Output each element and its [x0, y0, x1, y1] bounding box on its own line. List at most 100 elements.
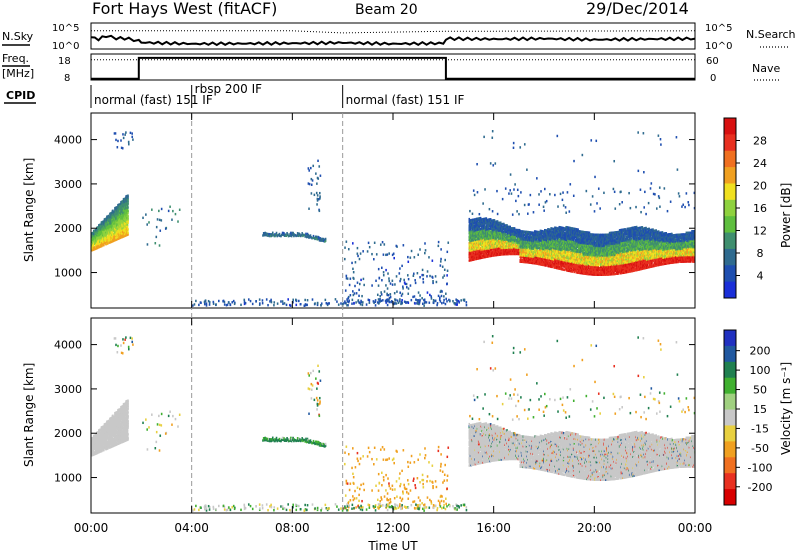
power-cell-704	[119, 235, 121, 238]
power-cell-1235	[417, 253, 419, 256]
power-cell-3303	[523, 203, 526, 207]
power-cell-632	[117, 230, 119, 234]
power-cell-1467	[359, 301, 361, 305]
power-cell-1468	[243, 302, 246, 306]
power-cell-1181	[311, 179, 314, 182]
power-cell-1158	[315, 235, 318, 238]
power-cell-490	[112, 214, 114, 218]
power-cell-4349	[557, 232, 560, 235]
power-cell-432	[110, 217, 112, 220]
power-cell-2484	[493, 236, 495, 240]
power-cell-3131	[517, 194, 520, 198]
power-cell-2777	[503, 230, 505, 234]
power-cell-3004	[511, 231, 514, 235]
power-cell-1353	[443, 295, 445, 298]
power-cell-4804	[569, 226, 572, 230]
power-cell-3059	[514, 235, 517, 238]
power-cell-102	[96, 243, 99, 246]
power-cell-156	[99, 242, 101, 245]
power-cell-442	[110, 230, 113, 233]
power-cell-4059	[549, 243, 552, 246]
power-cell-901	[124, 225, 127, 229]
date-label: 29/Dec/2014	[586, 0, 689, 18]
power-cell-1615	[311, 298, 314, 301]
power-cell-2355	[488, 221, 491, 224]
power-cell-1070	[268, 233, 271, 236]
power-cell-1627	[386, 298, 389, 301]
power-cell-999	[127, 218, 129, 221]
power-cell-1417	[386, 292, 388, 296]
power-cell-1705	[470, 242, 472, 246]
power-cell-1014	[113, 132, 116, 135]
power-cell-403	[109, 236, 111, 239]
power-cell-1648	[468, 221, 471, 224]
power-cell-781	[121, 212, 123, 215]
power-cell-1690	[469, 228, 472, 232]
power-cell-4904	[572, 262, 575, 266]
power-cell-1342	[430, 295, 433, 298]
power-cell-4915	[572, 245, 575, 248]
power-cell-430	[110, 220, 112, 223]
power-cell-461	[111, 218, 113, 221]
power-cell-4207	[554, 239, 556, 242]
power-cell-1127	[299, 233, 301, 236]
power-cell-1505	[269, 300, 271, 303]
power-cell-2456	[492, 252, 495, 256]
power-cell-345	[106, 217, 109, 220]
power-cell-3518	[532, 249, 534, 252]
power-cell-3781	[540, 233, 543, 236]
power-cell-1178	[324, 237, 327, 241]
power-cell-998	[127, 219, 129, 223]
power-cell-1898	[475, 225, 478, 229]
power-cell-594	[115, 213, 118, 216]
power-cell-1368	[388, 252, 391, 255]
power-cell-234	[102, 242, 105, 245]
power-cell-1604	[244, 301, 247, 305]
power-cell-157	[99, 240, 101, 243]
power-cell-1623	[273, 304, 275, 307]
power-cell-1314	[413, 256, 416, 259]
power-cell-3715	[538, 251, 541, 255]
power-cell-1487	[316, 303, 319, 307]
power-cell-1626	[195, 299, 197, 303]
power-cell-357	[107, 223, 109, 226]
power-cell-1362	[356, 246, 359, 250]
power-cell-1255	[414, 281, 417, 285]
power-cell-921	[125, 222, 127, 225]
power-cell-1188	[310, 192, 313, 195]
power-cell-3400	[527, 242, 530, 245]
power-cell-3670	[537, 237, 539, 240]
power-cell-4630	[565, 211, 567, 214]
power-cell-4919	[572, 238, 575, 242]
power-cell-3748	[540, 260, 542, 263]
power-cell-1832	[473, 229, 476, 232]
power-cell-1288	[367, 241, 370, 245]
power-cell-1610	[326, 302, 329, 306]
power-cell-1472	[292, 298, 294, 301]
power-cell-3633	[535, 238, 538, 241]
power-cell-3228	[521, 238, 523, 241]
power-cell-279	[104, 223, 106, 226]
power-cell-2914	[508, 192, 510, 195]
power-cell-1317	[347, 296, 350, 300]
power-cell-4396	[559, 229, 561, 232]
power-cell-994	[127, 233, 129, 236]
power-cell-1225	[356, 281, 359, 284]
power-cell-1474	[379, 298, 381, 301]
power-cell-1320	[416, 272, 419, 275]
power-cell-275	[104, 229, 106, 233]
power-cell-1257	[409, 256, 412, 259]
power-cell-1326	[361, 294, 363, 298]
power-cell-2473	[492, 220, 495, 224]
power-cell-1438	[341, 302, 344, 306]
power-cell-4779	[569, 229, 571, 233]
power-cell-374	[108, 238, 110, 241]
power-cell-1219	[352, 270, 355, 274]
power-cell-2545	[494, 233, 497, 236]
power-cell-2264	[486, 244, 488, 247]
power-cell-4508	[562, 237, 564, 241]
power-cell-383	[108, 221, 110, 224]
power-cell-1532	[424, 300, 426, 304]
power-cell-1281	[375, 279, 377, 282]
